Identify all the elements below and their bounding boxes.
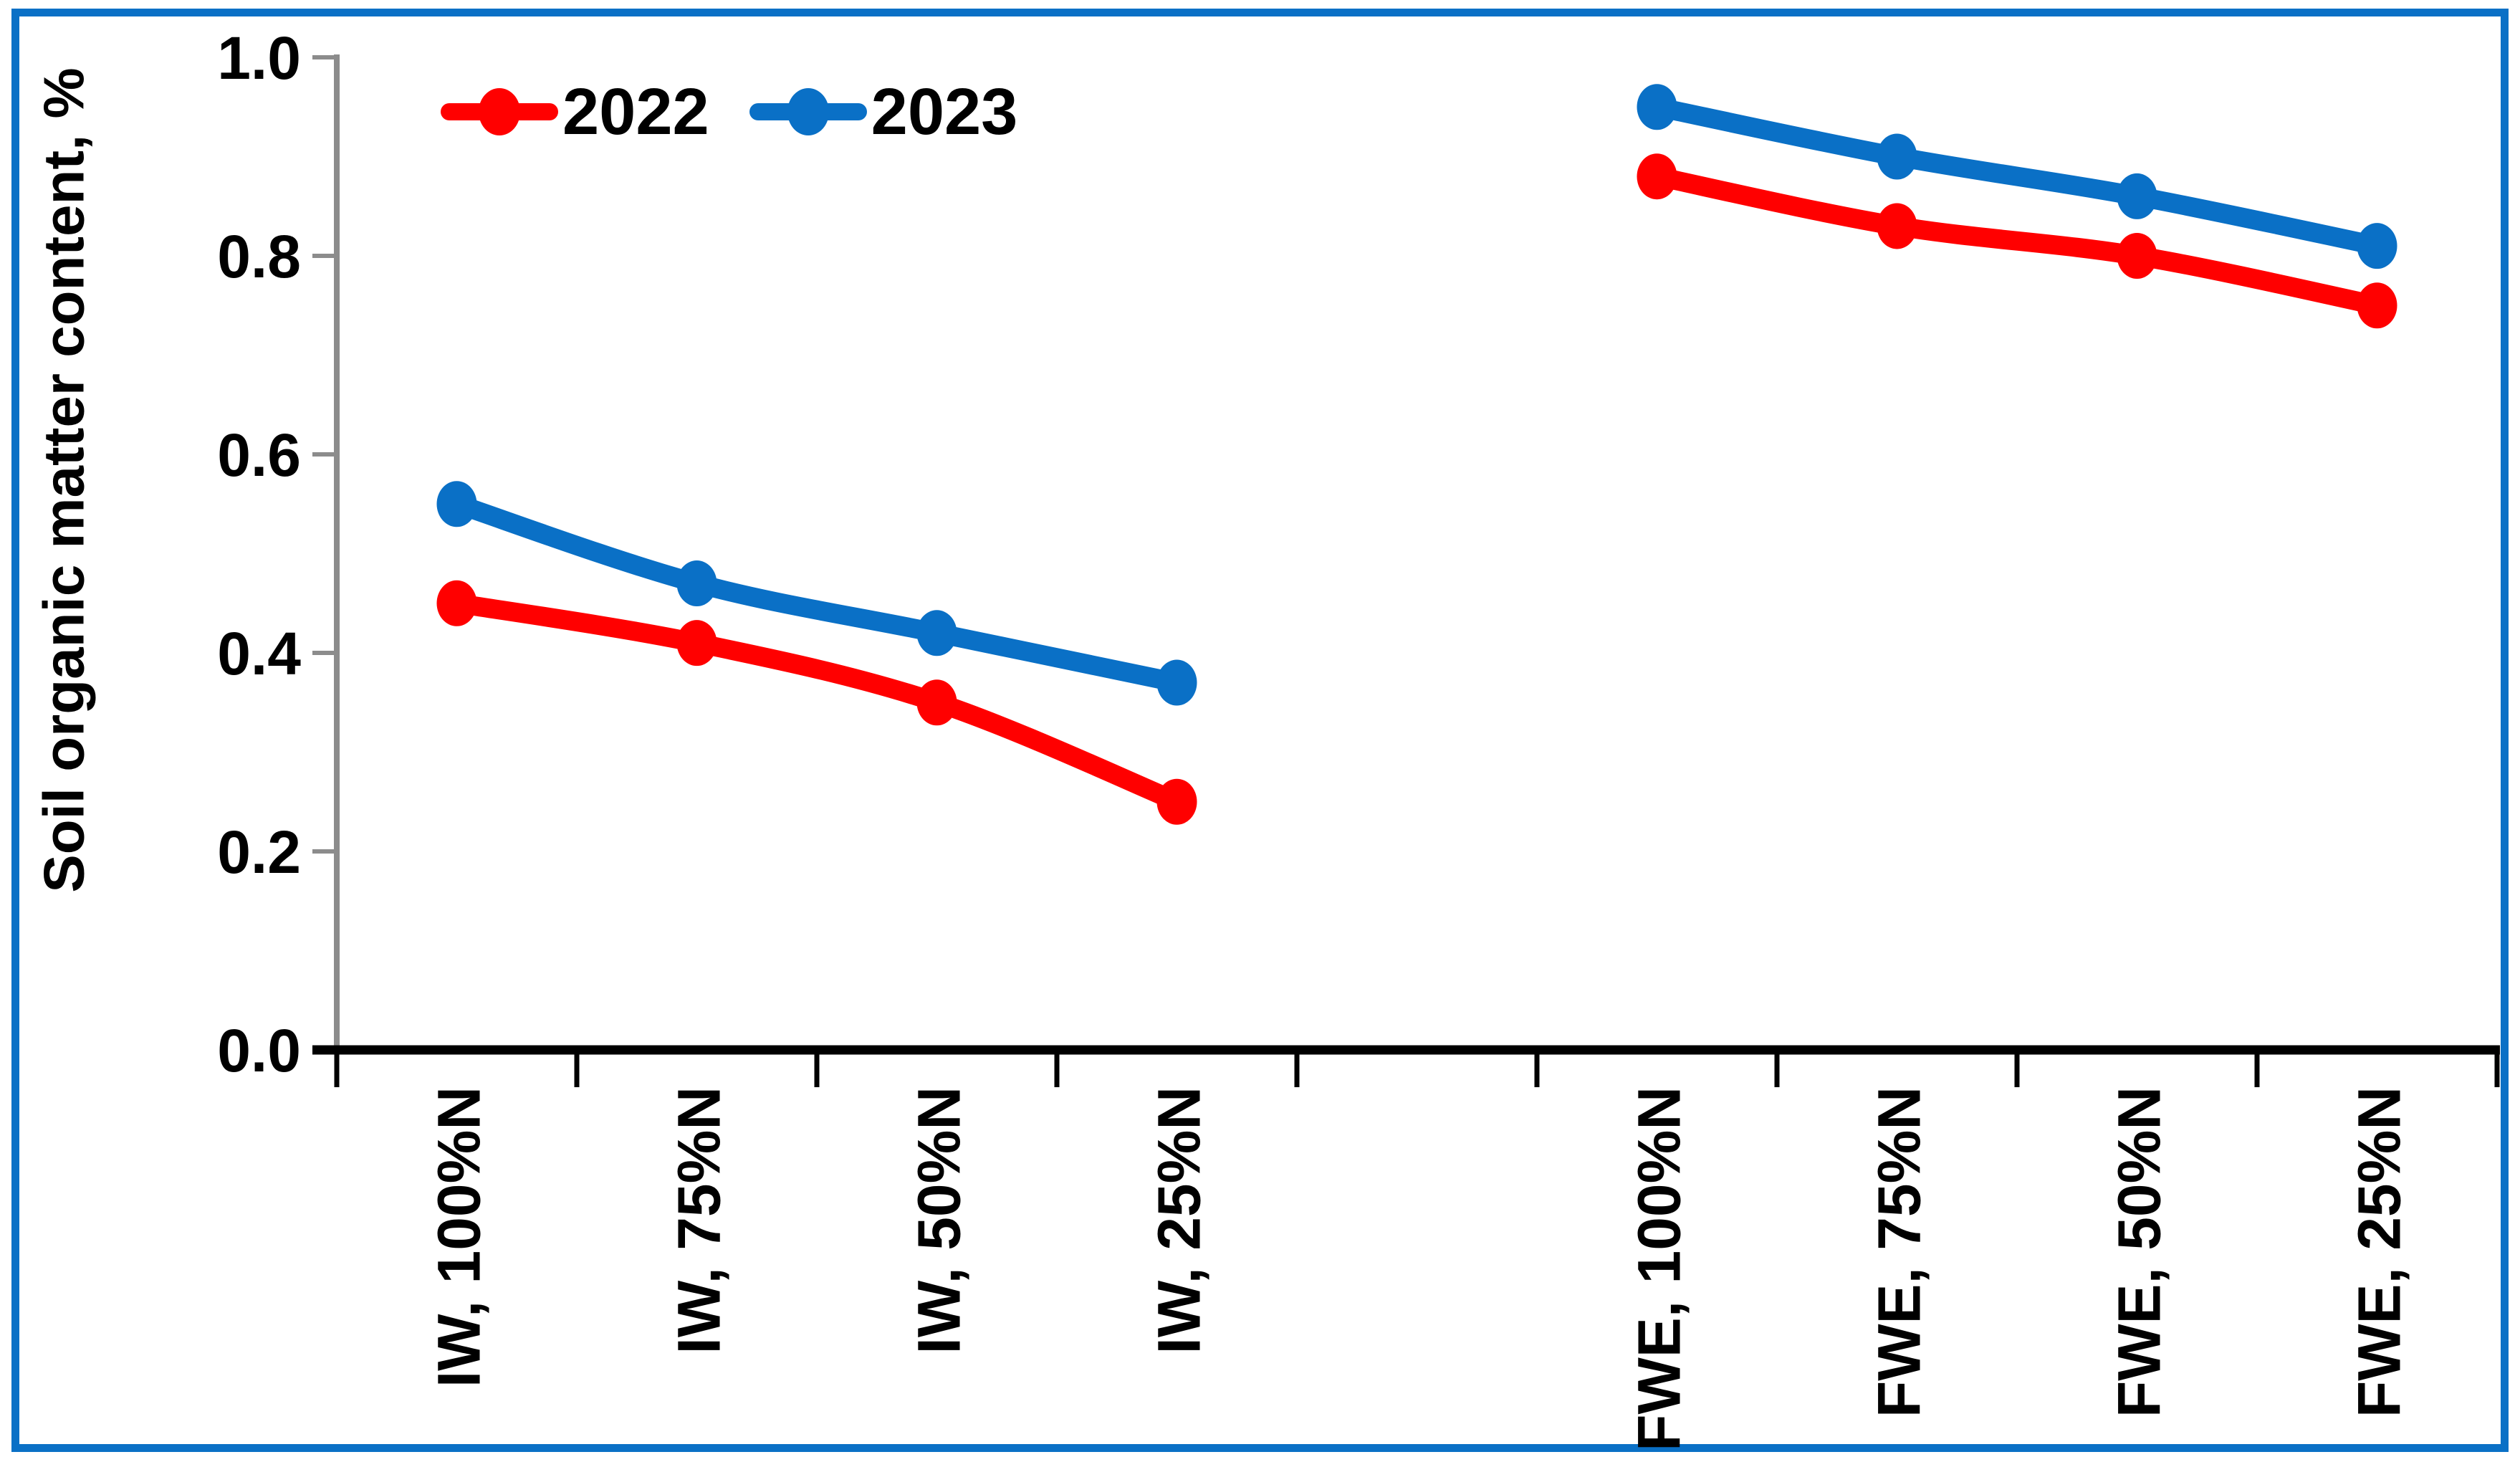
data-point-marker-2022-8 [2357, 282, 2397, 329]
data-point-marker-2023-3 [1156, 659, 1197, 706]
data-point-marker-2023-5 [1637, 84, 1677, 130]
legend-entry-2022: 2022 [441, 79, 709, 145]
data-point-marker-2023-2 [916, 610, 957, 656]
y-tick-label: 0.6 [217, 421, 301, 489]
y-tick-label: 0.4 [217, 620, 301, 687]
x-category-label: FWE, 50%N [2106, 1086, 2173, 1418]
series-line-2022 [447, 593, 1187, 812]
x-category-label: IW, 50%N [906, 1086, 973, 1354]
legend-label-2022: 2022 [562, 75, 709, 148]
x-category-label: FWE, 75%N [1866, 1086, 1933, 1418]
series-line-2022 [1647, 166, 2387, 315]
legend-entry-2023: 2023 [749, 75, 1018, 148]
data-point-marker-2023-7 [2117, 173, 2157, 219]
series-line-2023 [447, 494, 1187, 693]
data-point-marker-2022-0 [436, 580, 477, 626]
legend-circle-marker-2022 [479, 88, 520, 135]
data-point-marker-2022-5 [1637, 153, 1677, 200]
y-tick-label: 0.8 [217, 223, 301, 290]
data-point-marker-2022-6 [1877, 203, 1917, 249]
data-point-marker-2023-1 [676, 560, 717, 607]
y-tick-label: 1.0 [217, 24, 301, 92]
x-category-label: FWE, 100%N [1626, 1086, 1693, 1451]
legend-label-2023: 2023 [871, 75, 1018, 148]
x-category-label: IW, 75%N [666, 1086, 733, 1354]
data-point-marker-2023-6 [1877, 133, 1917, 180]
legend-circle-marker-2023 [787, 88, 829, 135]
data-point-marker-2022-7 [2117, 233, 2157, 279]
series-line-2023 [1647, 97, 2387, 256]
x-category-label: FWE, 25%N [2346, 1086, 2413, 1418]
data-point-marker-2022-2 [916, 679, 957, 726]
y-tick-label: 0.2 [217, 818, 301, 886]
data-point-marker-2023-0 [436, 481, 477, 527]
x-category-label: IW, 100%N [426, 1086, 493, 1387]
y-tick-label: 0.0 [217, 1017, 301, 1084]
legend: 2022 2023 [441, 72, 1017, 152]
data-point-marker-2022-3 [1156, 778, 1197, 825]
legend-line-sample-2023 [749, 88, 867, 135]
legend-line-sample-2022 [441, 88, 558, 135]
x-category-label: IW, 25%N [1146, 1086, 1213, 1354]
data-point-marker-2022-1 [676, 620, 717, 666]
data-point-marker-2023-8 [2357, 223, 2397, 269]
